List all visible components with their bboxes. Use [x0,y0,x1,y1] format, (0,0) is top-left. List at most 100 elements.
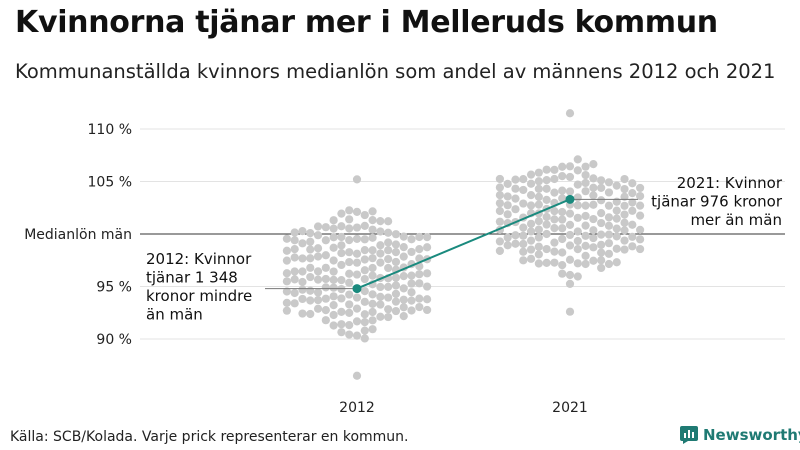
municipality-dot [313,222,323,231]
municipality-dot [604,178,614,187]
municipality-dot [550,174,559,184]
municipality-dot [628,198,637,207]
municipality-dot [636,201,645,210]
municipality-dot [376,249,385,258]
municipality-dot [423,269,432,278]
municipality-dot [589,200,598,209]
municipality-dot [542,176,551,185]
municipality-dot [368,263,377,273]
municipality-dot [368,325,377,334]
municipality-dot [550,215,559,224]
y-tick-label: 110 % [88,122,132,138]
municipality-dot [290,236,299,245]
municipality-dot [391,240,401,249]
municipality-dot [407,288,416,297]
municipality-dot [581,187,590,196]
municipality-dot [376,258,385,267]
municipality-dot [581,162,590,171]
municipality-dot [558,194,567,203]
municipality-dot [376,312,385,321]
municipality-dot [407,296,416,305]
municipality-dot [321,316,330,325]
municipality-dot [565,187,575,196]
municipality-dot [384,282,393,291]
municipality-dot [329,256,338,265]
municipality-dot [526,245,536,254]
municipality-dot [391,248,401,257]
annotation-2021: 2021: Kvinnor tjänar 976 kronor mer än män [651,174,783,229]
municipality-dot [306,286,315,295]
municipality-dot [391,273,401,282]
municipality-dot [628,232,637,241]
municipality-dot [542,220,551,229]
municipality-dot [503,201,512,210]
municipality-dot [391,289,401,299]
municipality-dot [519,199,528,208]
municipality-dot [337,260,346,270]
municipality-dot [360,274,369,284]
municipality-dot [558,186,567,195]
municipality-dot [282,306,291,315]
annotation-line: kronor mindre [146,287,252,305]
municipality-dot [345,257,354,267]
municipality-dot [368,271,377,280]
municipality-dot [391,257,401,267]
municipality-dot [399,284,408,293]
annotation-line: tjänar 1 348 [146,269,238,287]
municipality-dot [368,246,377,255]
municipality-dot [628,179,637,188]
municipality-dot [384,246,393,255]
municipality-dot [282,269,291,278]
municipality-dot [337,222,346,231]
municipality-dot [423,243,432,252]
municipality-dot [581,251,590,260]
municipality-dot [573,155,582,164]
municipality-dot [345,236,354,245]
municipality-dot [620,192,629,201]
municipality-dot [298,309,307,318]
municipality-dot [503,233,512,242]
highlight-point [352,284,362,294]
municipality-dot [495,206,504,216]
municipality-dot [581,201,590,210]
municipality-dot [345,321,354,330]
municipality-dot [558,215,567,224]
municipality-dot [399,271,408,281]
municipality-dot [399,232,408,241]
municipality-dot [313,304,323,313]
municipality-dot [368,316,377,325]
municipality-dot [612,224,621,233]
municipality-dot [558,162,567,171]
municipality-dot [519,223,528,232]
municipality-dot [384,263,393,273]
municipality-dot [298,277,307,287]
municipality-dot [329,301,338,310]
municipality-dot [565,279,575,288]
municipality-dot [352,249,362,258]
municipality-dot [526,191,536,200]
municipality-dot [503,179,512,188]
municipality-dot [620,226,629,235]
municipality-dot [550,188,559,197]
municipality-dot [313,244,323,253]
municipality-dot [581,231,590,240]
municipality-dot [282,234,291,243]
annotation-2012: 2012: Kvinnor tjänar 1 348 kronor mindre än… [146,250,252,324]
municipality-dot [298,294,307,304]
municipality-dot [321,306,330,315]
municipality-dot [415,294,424,303]
municipality-dot [376,227,385,236]
municipality-dot [495,174,504,184]
municipality-dot [597,183,606,192]
municipality-dot [565,241,575,250]
municipality-dot [313,275,323,284]
municipality-dot [282,287,291,296]
municipality-dot [526,254,536,263]
municipality-dot [589,214,598,224]
municipality-dot [329,233,338,242]
municipality-dot [368,254,377,263]
municipality-dot [495,199,504,208]
municipality-dot [558,172,567,181]
municipality-dot [495,183,504,192]
municipality-dot [542,184,551,193]
